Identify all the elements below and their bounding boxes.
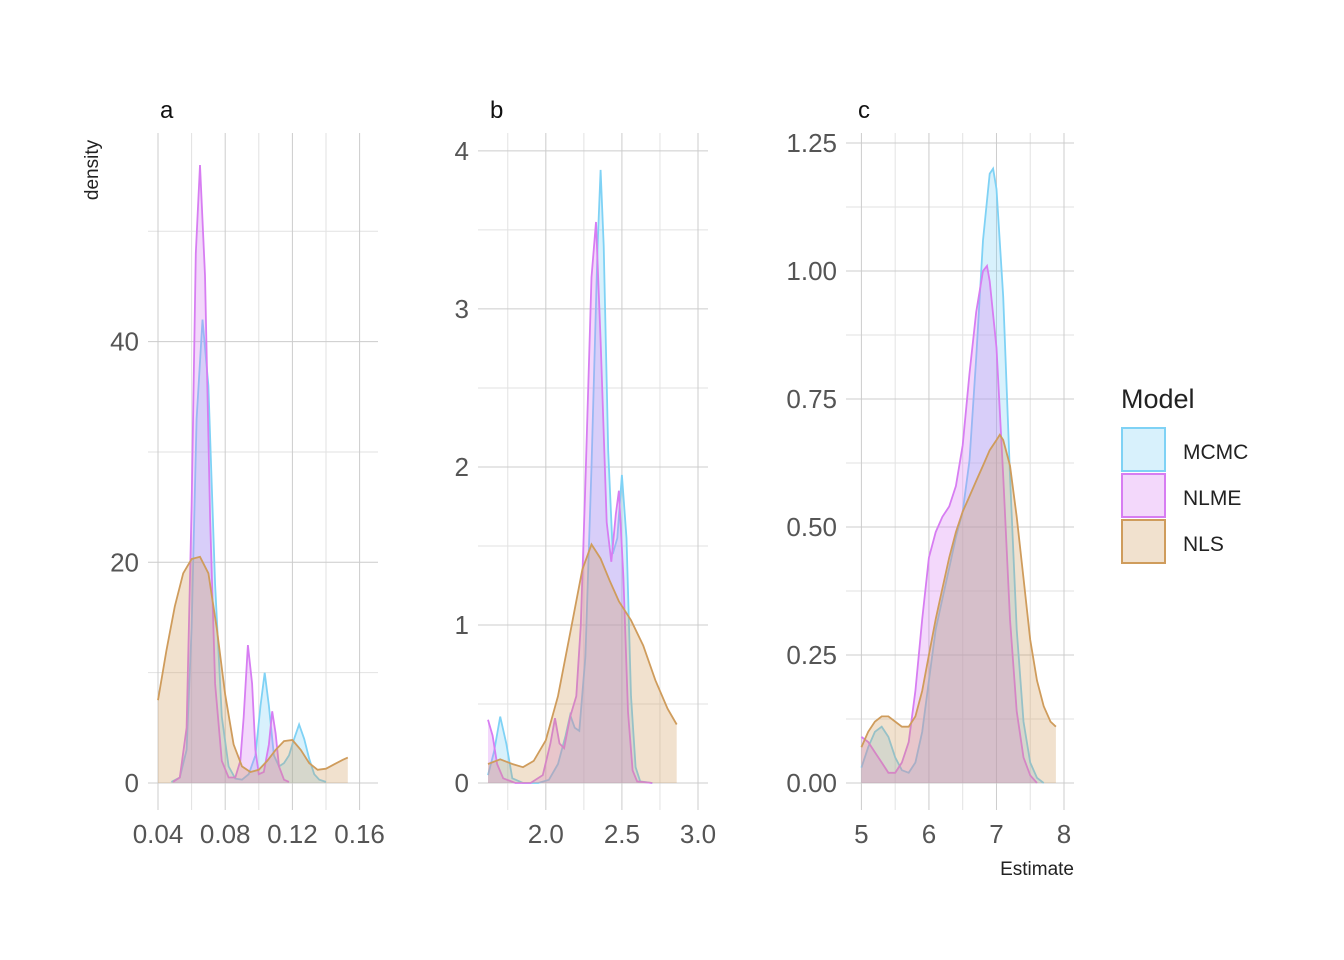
x-tick-label: 0.04 [133,819,184,849]
y-axis-title: density [82,139,103,200]
panel-label-c: c [858,97,870,124]
density-line-mcmc [487,169,653,784]
panel-c: 5 6 7 8 0.00 0.25 0.50 0.75 1.00 1.25 c [786,97,1074,849]
x-axis-title: Estimate [1000,859,1074,880]
y-tick-label: 0.25 [786,640,837,670]
legend-label-nls: NLS [1183,533,1224,556]
density-line-nls [157,555,349,773]
panel-label-a: a [160,97,174,124]
legend-key-mcmc [1121,427,1166,472]
density-area-mcmc [488,169,653,783]
panel-b: 2.0 2.5 3.0 0 1 2 3 4b [455,97,717,849]
density-line-mcmc [170,319,327,783]
y-tick-label: 4 [455,136,469,166]
density-area-nls [158,556,348,783]
y-tick-label: 0.50 [786,512,837,542]
density-line-nls [487,542,678,769]
x-tick-label: 0.16 [334,819,385,849]
y-tick-label: 20 [110,547,139,577]
density-line-nlme [860,263,1038,784]
panel-label-b: b [490,97,503,124]
legend-label-nlme: NLME [1183,487,1241,510]
legend: Model MCMC NLME NLS [1121,384,1248,564]
x-tick-label: 0.12 [267,819,318,849]
density-area-nlme [488,222,653,783]
legend-label-mcmc: MCMC [1183,441,1248,464]
x-tick-label: 3.0 [680,819,716,849]
y-tick-label: 2 [455,452,469,482]
legend-key-nls [1121,519,1166,564]
density-line-mcmc [860,166,1045,784]
density-area-nls [488,544,677,783]
density-area-nlme [173,165,289,784]
x-tick-label: 0.08 [200,819,251,849]
y-tick-label: 3 [455,294,469,324]
x-tick-label: 7 [989,819,1003,849]
panel-a: 0.04 0.08 0.12 0.16 0 20 40 a [110,97,385,849]
legend-key-nlme [1121,473,1166,518]
legend-title: Model [1121,384,1195,414]
density-line-nlme [487,221,653,784]
density-area-nlme [861,265,1037,783]
legend-item-mcmc: MCMC [1121,427,1248,472]
y-tick-label: 1 [455,610,469,640]
density-area-nls [861,434,1056,783]
density-line-nls [860,433,1057,748]
y-tick-label: 1.25 [786,128,837,158]
x-tick-label: 2.0 [528,819,564,849]
x-tick-label: 5 [854,819,868,849]
y-tick-label: 0 [125,768,139,798]
x-tick-label: 8 [1057,819,1071,849]
panels: 0.04 0.08 0.12 0.16 0 20 40 a 2.0 2.5 3.0 0 1 2 3 4b 5 6 7… [110,97,1074,849]
legend-item-nlme: NLME [1121,473,1241,518]
y-tick-label: 0 [455,768,469,798]
x-tick-label: 6 [922,819,936,849]
y-tick-label: 40 [110,327,139,357]
y-tick-label: 0.75 [786,384,837,414]
x-tick-label: 2.5 [604,819,640,849]
legend-item-nls: NLS [1121,519,1224,564]
y-tick-label: 0.00 [786,768,837,798]
density-area-mcmc [861,168,1044,784]
y-tick-label: 1.00 [786,256,837,286]
